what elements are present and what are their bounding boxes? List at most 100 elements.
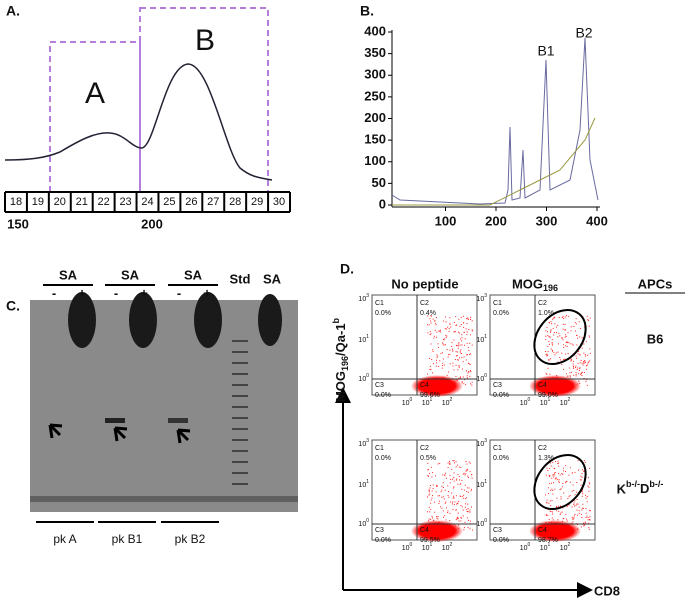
lane-sign: - [52,285,56,300]
event-dot [559,513,561,515]
event-dot [553,331,555,333]
event-dot [550,489,552,491]
event-dot [554,471,556,473]
band [194,292,222,348]
event-dot [455,495,457,497]
lane-sign: - [177,285,181,300]
text-part: 10 [422,545,430,552]
event-dot [456,464,458,466]
event-dot [552,344,554,346]
event-dot [434,329,436,331]
event-dot [589,519,591,521]
band [168,418,188,423]
ladder-band [232,439,248,441]
event-dot [548,518,550,520]
event-dot [545,351,547,353]
event-dot [445,334,447,336]
y-tick-label: 100 [476,518,487,528]
text-part: 10 [358,376,366,383]
event-dot [583,362,585,364]
quadrant-value: 0.4% [420,310,436,317]
event-dot [453,369,455,371]
event-dot [585,494,587,496]
event-dot [587,485,589,487]
lane-group: SA [59,267,78,282]
event-dot [455,344,457,346]
event-dot [462,376,464,378]
event-dot [447,485,449,487]
event-dot [466,490,468,492]
event-dot [586,368,588,370]
event-dot [471,329,473,331]
event-dot [573,325,575,327]
event-dot [567,353,569,355]
event-dot [571,490,573,492]
event-dot [581,517,583,519]
event-dot [557,460,559,462]
event-dot [456,503,458,505]
event-dot [432,318,434,320]
event-dot [440,506,442,508]
event-dot [551,488,553,490]
event-dot [463,529,465,531]
event-dot [439,360,441,362]
event-dot [551,477,553,479]
event-dot [452,362,454,364]
event-dot [437,516,439,518]
quadrant-value: 0.0% [493,392,509,399]
event-dot [575,373,577,375]
event-dot [436,357,438,359]
fraction-label: 29 [251,196,263,208]
text-part: 10 [476,337,484,344]
event-dot [551,500,553,502]
text-part: 10 [422,400,430,407]
event-dot [553,467,555,469]
quadrant-name: C1 [375,300,384,307]
gradient-trace [392,117,596,206]
event-dot [442,474,444,476]
event-dot [453,331,455,333]
event-dot [467,491,469,493]
event-dot [588,527,590,529]
event-dot [561,472,563,474]
region-box [49,41,141,193]
event-dot [466,469,468,471]
event-dot [461,488,463,490]
y-tick-label: 0 [379,196,386,211]
event-dot [589,467,591,469]
text-part: 10 [540,545,548,552]
ladder-band [232,406,248,408]
text-part: 10 [358,337,366,344]
event-dot [464,379,466,381]
event-dot [456,359,458,361]
event-dot [454,462,456,464]
event-dot [549,462,551,464]
event-dot [466,517,468,519]
event-dot [433,335,435,337]
event-dot [559,357,561,359]
event-dot [461,381,463,383]
y-tick-label: 50 [372,175,386,190]
event-dot [546,327,548,329]
event-cluster [529,520,581,542]
event-dot [431,517,433,519]
event-dot [460,338,462,340]
event-dot [551,511,553,513]
event-dot [469,511,471,513]
ladder-band [232,472,248,474]
event-dot [575,365,577,367]
lane-group: SA [184,267,203,282]
event-dot [550,465,552,467]
event-dot [586,515,588,517]
text-part: 0 [410,397,413,403]
event-dot [442,482,444,484]
event-dot [453,339,455,341]
event-dot [454,501,456,503]
event-dot [574,330,576,332]
event-dot [570,371,572,373]
event-dot [571,343,573,345]
event-dot [545,494,547,496]
event-dot [465,460,467,462]
event-dot [466,354,468,356]
event-dot [557,462,559,464]
